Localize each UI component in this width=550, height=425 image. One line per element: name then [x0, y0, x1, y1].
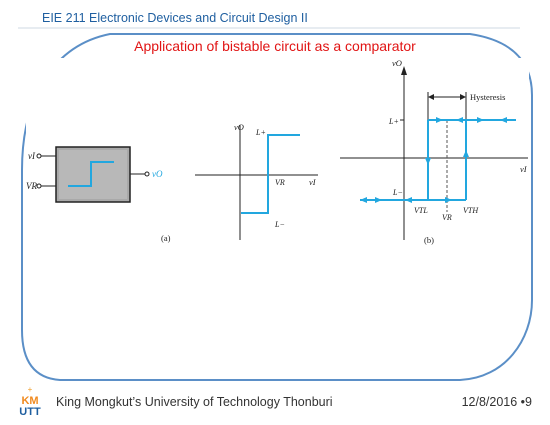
caption-b: (b)	[424, 235, 434, 245]
hyst-x-label: vI	[520, 164, 528, 174]
footer-date: 12/8/2016	[461, 395, 518, 409]
hyst-arrow-l1	[360, 197, 367, 203]
block-shading	[59, 150, 127, 199]
caption-a: (a)	[161, 233, 171, 243]
svg-text:UTT: UTT	[19, 406, 41, 416]
hyst-upper-label: L+	[388, 117, 399, 126]
kmutt-logo: + KM UTT	[19, 385, 41, 416]
institution-name: King Mongkut’s University of Technology …	[56, 395, 333, 409]
transfer-threshold-label: VR	[275, 178, 285, 187]
panel-a: vI VR vO (a)	[26, 146, 171, 243]
hyst-arrow-l4	[445, 197, 452, 203]
transfer-y-label: vO	[234, 122, 244, 132]
transfer-lower-label: L−	[274, 220, 285, 229]
hyst-arrow-u1	[436, 117, 443, 123]
hyst-dim-arrow-right	[460, 94, 466, 100]
ref-terminal	[36, 183, 42, 189]
svg-text:KM: KM	[21, 395, 38, 407]
hyst-vth-label: VTH	[463, 206, 479, 215]
ref-label: VR	[26, 181, 37, 191]
hyst-arrow-u2	[456, 117, 463, 123]
transfer-x-label: vI	[309, 177, 317, 187]
hyst-arrow-l2	[375, 197, 382, 203]
hyst-arrow-u3	[477, 117, 484, 123]
block-symbol	[68, 161, 114, 187]
hyst-arrow-u4	[500, 117, 507, 123]
input-terminal	[36, 153, 42, 159]
output-label: vO	[152, 169, 163, 179]
hyst-arrow-l3	[405, 197, 412, 203]
transfer-curve	[241, 134, 300, 214]
input-label: vI	[28, 151, 36, 161]
hyst-arrow-down	[425, 158, 431, 165]
page-number: 9	[525, 395, 532, 409]
hyst-lower-label: L−	[392, 188, 403, 197]
footer-date-page: 12/8/2016 •9	[461, 395, 532, 409]
course-title: EIE 211 Electronic Devices and Circuit D…	[42, 11, 308, 25]
output-terminal	[144, 171, 150, 177]
hyst-arrow-up	[463, 150, 469, 157]
hyst-vtl-label: VTL	[414, 206, 428, 215]
hyst-y-arrow	[401, 66, 407, 75]
hysteresis-label: Hysteresis	[470, 92, 505, 102]
slide-title: Application of bistable circuit as a com…	[134, 38, 416, 54]
hysteresis-graph: vO vI L+ L− Hysteresis VTL	[340, 58, 528, 245]
transfer-upper-label: L+	[255, 128, 266, 137]
hyst-y-label: vO	[392, 58, 402, 68]
hyst-vr-label: VR	[442, 213, 452, 222]
svg-text:+: +	[28, 385, 33, 394]
hyst-dim-arrow-left	[428, 94, 434, 100]
transfer-graph: vO vI L+ L− VR	[195, 122, 318, 240]
